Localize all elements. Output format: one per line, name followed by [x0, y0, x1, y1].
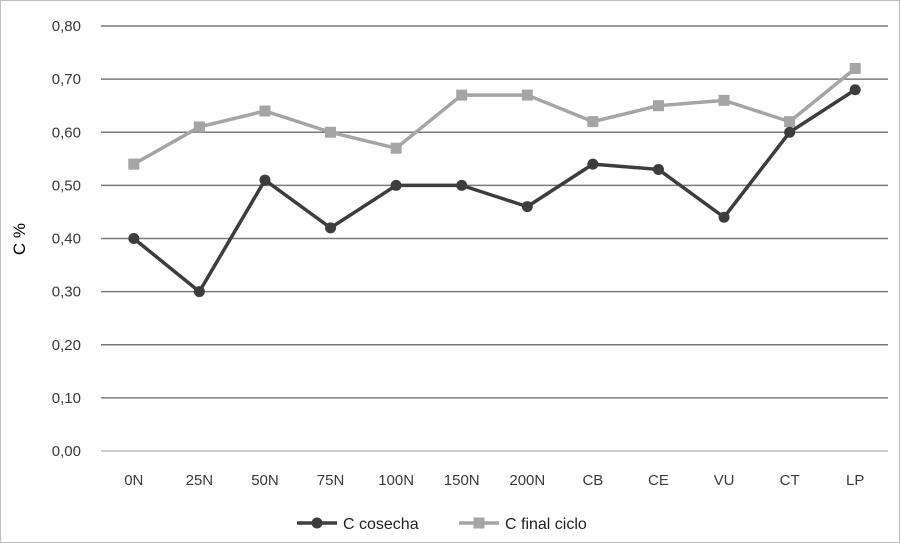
x-tick-label: 200N: [509, 472, 545, 489]
x-axis-ticks: 0N 25N 50N 75N 100N 150N 200N CB CE VU CT LP: [124, 472, 864, 489]
data-point: [325, 222, 337, 234]
data-point: [587, 116, 599, 128]
series-line: [132, 67, 857, 166]
y-tick-label: 0,80: [52, 18, 81, 35]
y-tick-label: 0,10: [52, 390, 81, 407]
data-point: [456, 89, 468, 101]
data-point: [587, 158, 599, 170]
x-tick-label: CB: [582, 472, 603, 489]
data-point: [259, 105, 271, 117]
y-tick-label: 0,50: [52, 177, 81, 194]
y-tick-label: 0,40: [52, 231, 81, 248]
data-point: [784, 126, 796, 138]
legend: C cosecha C final ciclo: [297, 516, 587, 533]
gridlines: [101, 25, 888, 452]
y-tick-label: 0,30: [52, 284, 81, 301]
data-point: [652, 100, 664, 112]
series-line: [132, 88, 857, 294]
data-point: [193, 286, 205, 298]
x-tick-label: 100N: [378, 472, 414, 489]
x-tick-label: LP: [846, 472, 864, 489]
x-tick-label: 75N: [317, 472, 345, 489]
data-point: [193, 121, 205, 133]
data-point: [456, 179, 468, 191]
y-tick-label: 0,60: [52, 124, 81, 141]
data-point: [784, 116, 796, 128]
legend-label: C cosecha: [343, 516, 419, 533]
x-tick-label: 0N: [124, 472, 143, 489]
y-axis-ticks: 0,00 0,10 0,20 0,30 0,40 0,50 0,60 0,70 0,80: [52, 18, 81, 460]
data-point: [259, 174, 271, 186]
x-tick-label: 25N: [186, 472, 214, 489]
x-tick-label: VU: [714, 472, 735, 489]
x-tick-label: CT: [780, 472, 800, 489]
data-point: [718, 211, 730, 223]
series-c-cosecha: [128, 84, 861, 298]
data-point: [849, 63, 861, 74]
legend-marker: [473, 517, 485, 529]
x-tick-label: CE: [648, 472, 669, 489]
x-tick-label: 50N: [251, 472, 279, 489]
data-point: [390, 179, 402, 191]
y-tick-label: 0,00: [52, 443, 81, 460]
data-point: [521, 89, 533, 101]
data-point: [718, 94, 730, 106]
legend-item: C final ciclo: [459, 516, 587, 533]
data-point: [128, 233, 140, 244]
data-point: [521, 201, 533, 213]
legend-item: C cosecha: [297, 516, 419, 533]
series-lines: [128, 63, 861, 298]
y-axis-label: C %: [10, 223, 29, 255]
y-tick-label: 0,20: [52, 337, 81, 354]
data-point: [325, 126, 337, 138]
legend-marker: [311, 517, 323, 529]
data-point: [652, 163, 664, 175]
data-point: [849, 84, 861, 96]
data-point: [390, 142, 402, 154]
data-point: [128, 158, 140, 170]
legend-label: C final ciclo: [505, 516, 587, 533]
series-c-final-ciclo: [128, 63, 861, 170]
x-tick-label: 150N: [444, 472, 480, 489]
y-tick-label: 0,70: [52, 71, 81, 88]
